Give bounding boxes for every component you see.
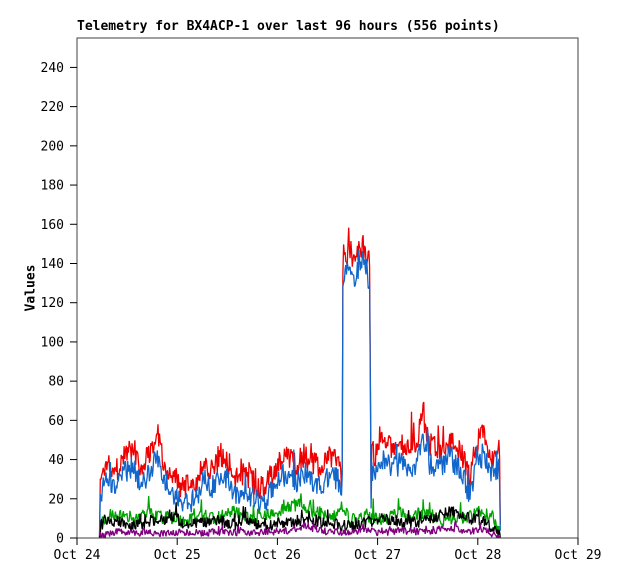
y-tick-label: 220 bbox=[41, 100, 64, 115]
x-tick-label: Oct 27 bbox=[354, 548, 401, 563]
series-red-line bbox=[98, 227, 501, 538]
y-tick-label: 60 bbox=[48, 414, 64, 429]
chart-title: Telemetry for BX4ACP-1 over last 96 hour… bbox=[77, 19, 500, 34]
x-tick-label: Oct 29 bbox=[555, 548, 602, 563]
y-tick-label: 20 bbox=[48, 492, 64, 507]
y-tick-label: 140 bbox=[41, 257, 64, 272]
x-tick-label: Oct 25 bbox=[154, 548, 201, 563]
y-tick-label: 0 bbox=[56, 532, 64, 547]
y-tick-label: 200 bbox=[41, 139, 64, 154]
y-tick-label: 100 bbox=[41, 335, 64, 350]
series-purple-line bbox=[98, 520, 501, 539]
plot-border bbox=[76, 37, 579, 539]
x-tick-label: Oct 24 bbox=[54, 548, 101, 563]
x-tick-label: Oct 26 bbox=[254, 548, 301, 563]
x-tick-label: Oct 28 bbox=[454, 548, 501, 563]
y-tick-label: 160 bbox=[41, 218, 64, 233]
y-tick-label: 40 bbox=[48, 453, 64, 468]
y-tick-label: 120 bbox=[41, 296, 64, 311]
series-blue-line bbox=[98, 250, 501, 538]
series-black-line bbox=[98, 502, 501, 538]
y-tick-label: 180 bbox=[41, 179, 64, 194]
y-tick-label: 240 bbox=[41, 61, 64, 76]
y-tick-label: 80 bbox=[48, 375, 64, 390]
